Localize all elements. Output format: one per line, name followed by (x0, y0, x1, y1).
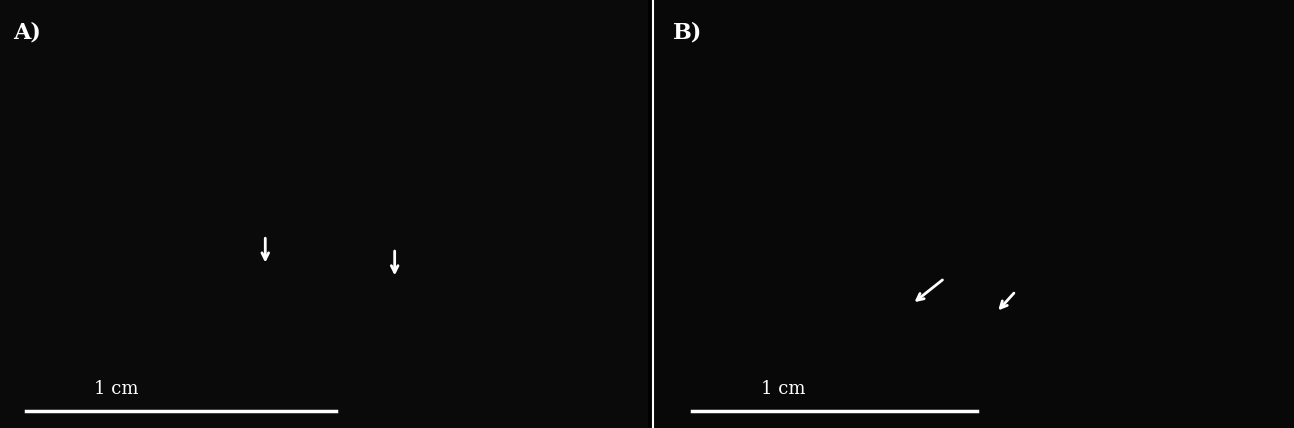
Bar (653, 0, 1294, 428)
Text: B): B) (673, 21, 703, 43)
Bar (0, 0, 647, 428)
Text: A): A) (13, 21, 41, 43)
Text: 1 cm: 1 cm (94, 380, 138, 398)
Text: 1 cm: 1 cm (761, 380, 805, 398)
